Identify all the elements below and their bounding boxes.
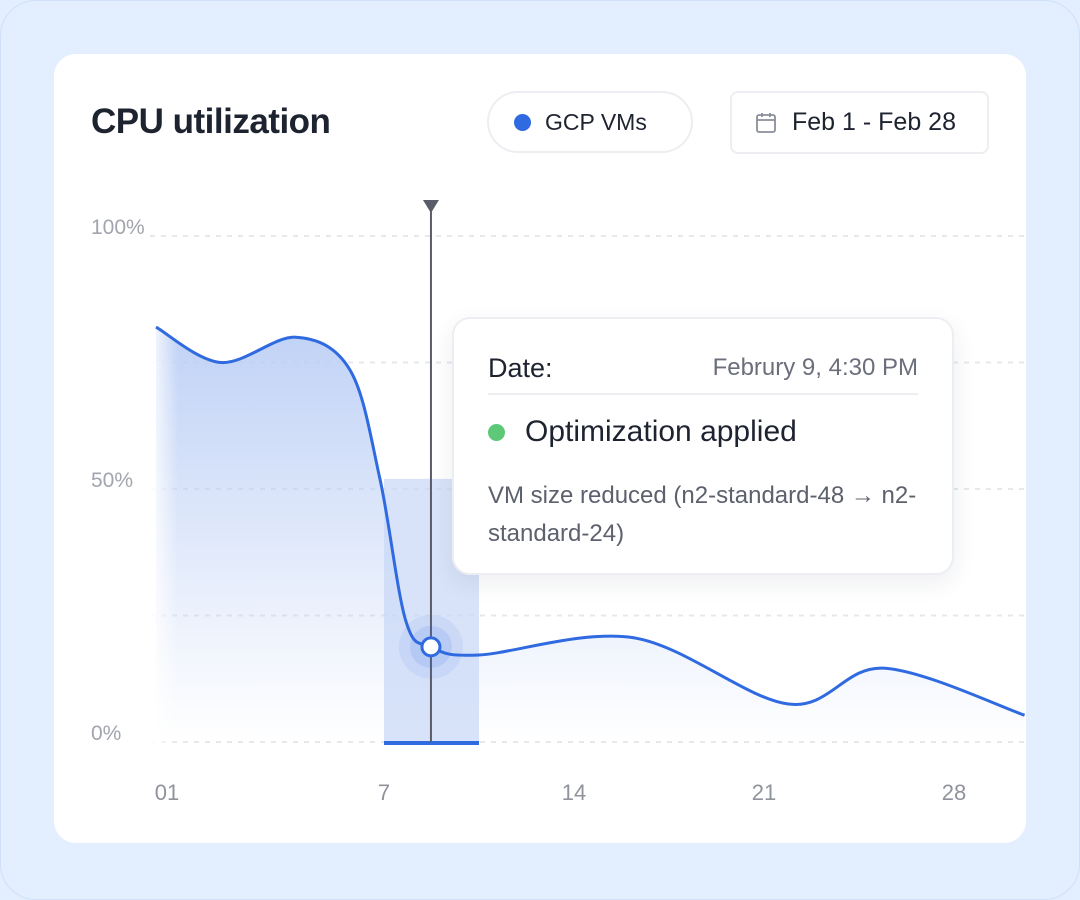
- chart-title: CPU utilization: [91, 102, 331, 141]
- x-tick-label: 01: [155, 780, 179, 805]
- tooltip: Date: Februry 9, 4:30 PM Optimization ap…: [452, 317, 954, 575]
- tooltip-description: VM size reduced (n2-standard-48 → n2-sta…: [488, 482, 917, 547]
- series-color-dot: [514, 113, 531, 131]
- status-dot-icon: [488, 423, 505, 441]
- y-tick-label: 50%: [91, 469, 133, 492]
- tooltip-date-label: Date:: [488, 352, 553, 383]
- marker-triangle-icon: [422, 200, 439, 213]
- y-tick-label: 100%: [91, 216, 145, 239]
- area-fill: [155, 327, 1025, 742]
- calendar-icon: [756, 112, 776, 133]
- area-fade: [148, 300, 348, 750]
- x-tick-label: 7: [378, 780, 390, 805]
- series-filter-label: GCP VMs: [545, 108, 647, 135]
- highlight-baseline: [384, 741, 480, 745]
- tooltip-header: Date: Februry 9, 4:30 PM: [488, 343, 918, 395]
- date-range-label: Feb 1 - Feb 28: [792, 108, 956, 136]
- series-filter-button[interactable]: GCP VMs: [487, 91, 693, 153]
- x-tick-label: 14: [562, 780, 586, 805]
- y-tick-label: 0%: [91, 722, 121, 745]
- x-tick-label: 28: [942, 780, 966, 805]
- tooltip-date-value: Februry 9, 4:30 PM: [712, 354, 918, 381]
- x-tick-label: 21: [752, 780, 776, 805]
- marker-point: [420, 636, 442, 658]
- date-range-picker[interactable]: Feb 1 - Feb 28: [730, 91, 989, 154]
- tooltip-status-text: Optimization applied: [525, 415, 797, 448]
- tooltip-status: Optimization applied: [488, 415, 797, 449]
